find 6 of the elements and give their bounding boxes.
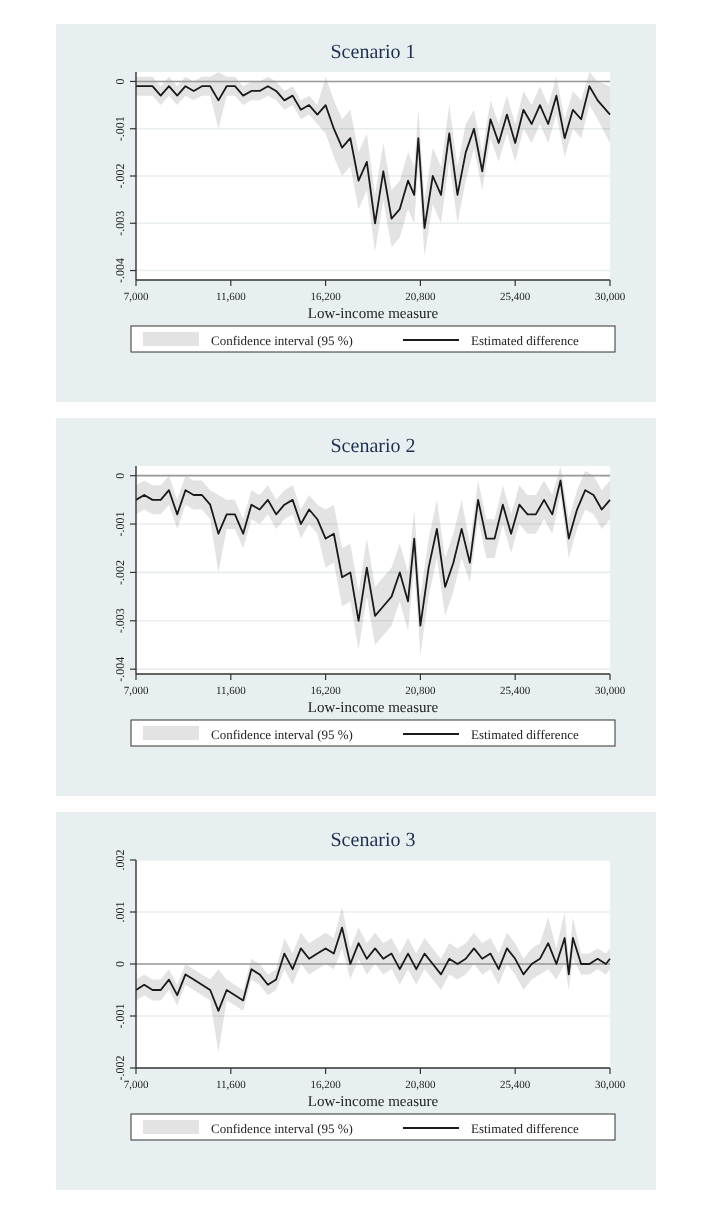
line-series xyxy=(135,926,611,1012)
line-series xyxy=(135,479,611,627)
chart-title: Scenario 3 xyxy=(330,830,416,852)
chart-title: Scenario 1 xyxy=(330,42,416,64)
chart-title: Scenario 2 xyxy=(330,436,416,458)
line-series xyxy=(135,85,611,229)
